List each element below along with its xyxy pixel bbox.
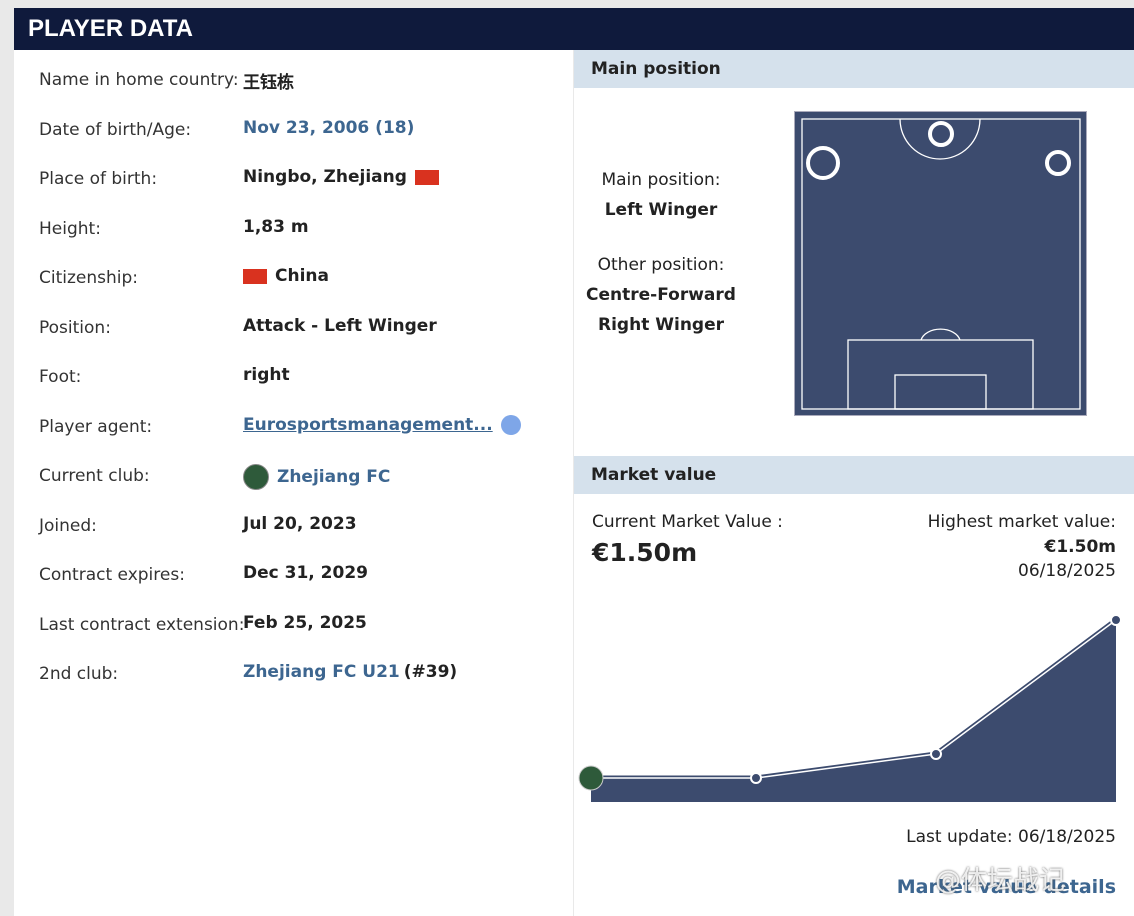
flag-icon — [414, 169, 439, 185]
row-value: Dec 31, 2029 — [243, 563, 368, 583]
value-text[interactable]: Zhejiang FC U21 — [243, 662, 400, 682]
header-title: PLAYER DATA — [14, 8, 1134, 50]
market-value-chart — [578, 614, 1122, 802]
highest-label: Highest market value: — [927, 512, 1116, 532]
row-label: Height: — [39, 218, 101, 239]
section-title: Main position — [574, 50, 1134, 88]
value-extra: (#39) — [403, 662, 458, 682]
row-label: Place of birth: — [39, 169, 158, 189]
verified-icon — [500, 414, 521, 435]
other-label: Other position: — [597, 255, 725, 275]
value-text: 王钰栋 — [243, 73, 294, 93]
row-value: 王钰栋 — [243, 68, 294, 93]
row-value: Attack - Left Winger — [243, 316, 437, 336]
other-value: Centre-Forward — [586, 285, 736, 305]
row-label: Joined: — [39, 515, 97, 536]
row-label: Current club: — [39, 466, 150, 486]
value-text[interactable]: Eurosportsmanagement... — [243, 414, 493, 435]
row-label: Citizenship: — [39, 268, 139, 288]
value-text: Jul 20, 2023 — [243, 513, 357, 534]
pitch — [794, 111, 1087, 416]
value-text: Ningbo, Zhejiang — [243, 167, 407, 187]
row-label: Contract expires: — [39, 565, 185, 585]
row-value: Nov 23, 2006 (18) — [243, 118, 414, 138]
value-text: Dec 31, 2029 — [243, 563, 368, 583]
row-label: Position: — [39, 317, 111, 338]
row-value: Jul 20, 2023 — [243, 514, 357, 534]
row-value: Feb 25, 2025 — [243, 613, 367, 633]
row-label: Foot: — [39, 367, 82, 387]
highest-value: €1.50m — [1044, 537, 1117, 557]
row-value: Ningbo, Zhejiang — [243, 167, 439, 187]
row-label: Date of birth/Age: — [39, 119, 192, 140]
row-value: Zhejiang FC U21 (#39) — [243, 662, 457, 682]
value-text: 1,83 m — [243, 216, 309, 237]
row-value: 1,83 m — [243, 217, 309, 237]
value-text: Feb 25, 2025 — [243, 612, 367, 633]
main-value: Left Winger — [604, 200, 718, 220]
other-value: Right Winger — [598, 315, 724, 335]
left-panel — [14, 50, 573, 916]
row-label: Player agent: — [39, 416, 153, 437]
watermark: @体坛战记 — [935, 866, 1066, 896]
flag-icon — [243, 268, 267, 284]
section-title: Market value — [574, 456, 1134, 494]
club-icon — [243, 464, 269, 490]
current-value: €1.50m — [592, 538, 698, 567]
row-label: 2nd club: — [39, 664, 119, 684]
row-value: right — [243, 365, 290, 385]
value-text: Attack - Left Winger — [243, 315, 437, 336]
main-label: Main position: — [601, 170, 721, 190]
row-label: Last contract extension: — [39, 614, 245, 635]
value-text[interactable]: Nov 23, 2006 (18) — [243, 117, 415, 138]
value-text: China — [275, 266, 329, 286]
row-label: Name in home country: — [39, 70, 239, 90]
highest-date: 06/18/2025 — [1018, 561, 1116, 581]
row-value: Eurosportsmanagement... — [243, 414, 521, 435]
value-text: right — [243, 365, 290, 385]
value-text[interactable]: Zhejiang FC — [277, 467, 391, 487]
details-link[interactable]: Market value details — [896, 876, 1116, 898]
row-value: Zhejiang FC — [243, 464, 390, 490]
row-value: China — [243, 266, 329, 286]
current-label: Current Market Value : — [592, 512, 783, 532]
last-update: Last update: 06/18/2025 — [906, 827, 1116, 847]
